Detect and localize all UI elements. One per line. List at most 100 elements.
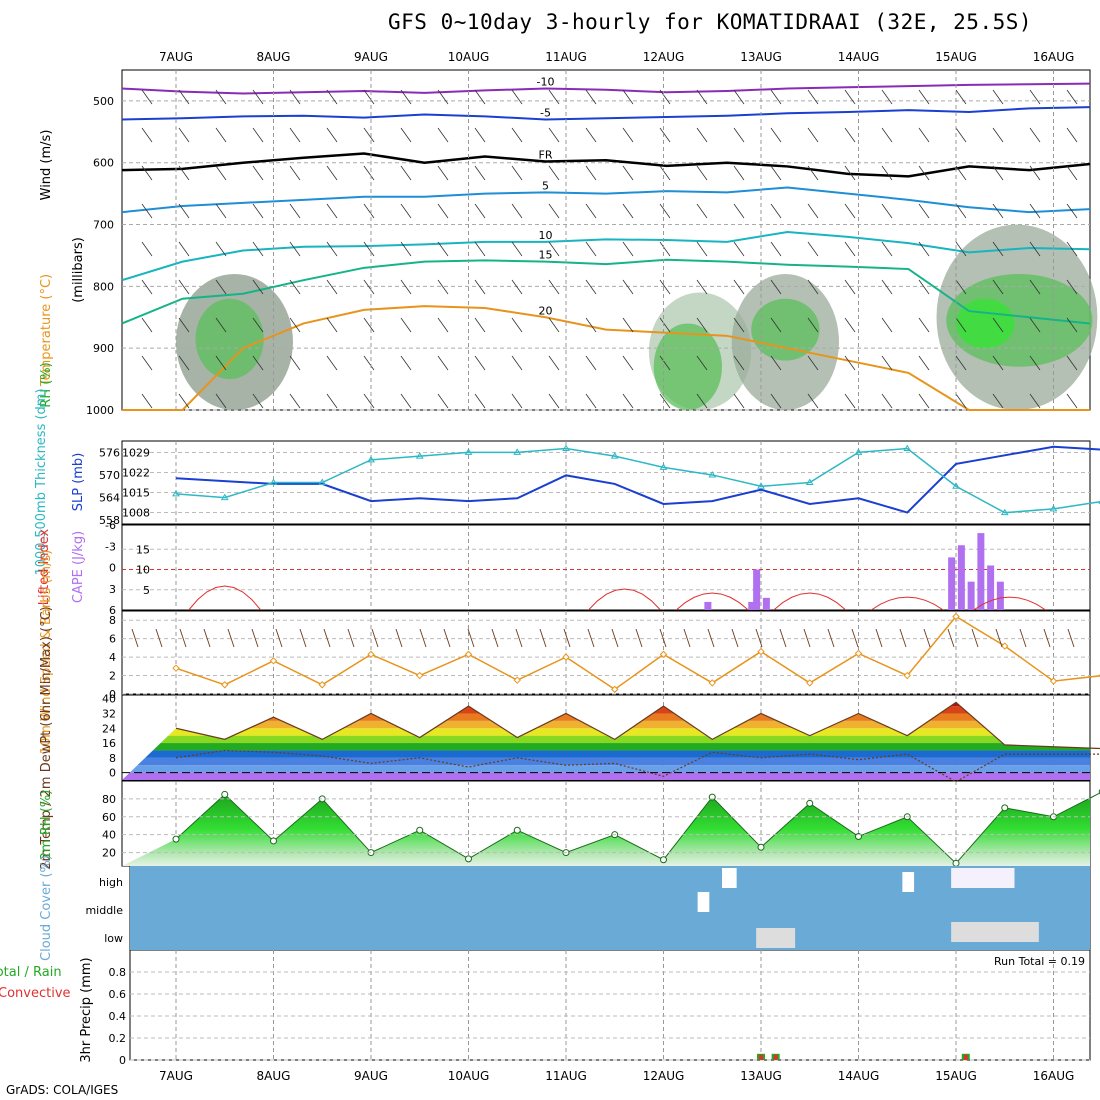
barb <box>1066 127 1078 143</box>
barb <box>178 355 190 371</box>
rh-shade-8 <box>956 298 1015 349</box>
barb <box>363 241 375 257</box>
barb <box>807 241 819 257</box>
wind-barb <box>443 628 451 648</box>
date-top-9aug: 9AUG <box>354 50 388 64</box>
barb <box>585 393 597 409</box>
barb <box>141 241 153 257</box>
barb <box>548 89 560 105</box>
cloud-block <box>951 868 1015 888</box>
cape-bar <box>748 601 756 610</box>
barb <box>511 165 523 181</box>
barb <box>548 355 560 371</box>
barb <box>955 317 967 333</box>
date-bottom-15aug: 15AUG <box>935 1069 977 1083</box>
barb <box>992 127 1004 143</box>
barb <box>955 203 967 219</box>
wind-barb <box>275 628 283 648</box>
rh-point <box>513 826 521 834</box>
date-top-13aug: 13AUG <box>740 50 782 64</box>
barb <box>474 165 486 181</box>
barb <box>696 89 708 105</box>
barb <box>326 317 338 333</box>
barb <box>252 241 264 257</box>
cloud-block <box>697 892 710 912</box>
wind-point <box>708 679 716 687</box>
rh-point <box>952 859 960 867</box>
barb <box>437 241 449 257</box>
barb <box>1029 241 1041 257</box>
barb <box>1066 317 1078 333</box>
wind-point <box>464 650 473 659</box>
barb <box>326 393 338 409</box>
barb <box>215 393 227 409</box>
barb <box>1066 355 1078 371</box>
wind-point <box>269 657 278 665</box>
wind-barb <box>659 628 667 648</box>
barb <box>807 89 819 105</box>
barb <box>141 89 153 105</box>
barb <box>696 203 708 219</box>
barb <box>215 127 227 143</box>
barb <box>289 393 301 409</box>
wind-point <box>952 612 960 621</box>
temp-contour--10 <box>121 82 1091 95</box>
barb <box>881 127 893 143</box>
temp-bands <box>122 702 1090 780</box>
date-bottom-14aug: 14AUG <box>838 1069 880 1083</box>
barb <box>400 317 412 333</box>
barb <box>696 393 708 409</box>
temp-band <box>122 735 1090 744</box>
barb <box>733 165 745 181</box>
wind-barb <box>347 628 355 648</box>
wind-barb <box>1067 628 1075 648</box>
barb <box>178 279 190 295</box>
barb <box>400 127 412 143</box>
wind-barb <box>755 628 763 648</box>
barb <box>659 241 671 257</box>
slp-tick-1029: 1029 <box>122 446 150 459</box>
barb <box>1066 393 1078 409</box>
barb <box>918 355 930 371</box>
barb <box>733 203 745 219</box>
barb <box>807 203 819 219</box>
barb <box>844 279 856 295</box>
wind-barb <box>515 628 523 648</box>
thickness-point <box>172 489 180 497</box>
barb <box>178 165 190 181</box>
barb <box>215 89 227 105</box>
rh-point <box>270 837 277 845</box>
barb <box>363 355 375 371</box>
barb <box>363 127 375 143</box>
barb <box>437 89 449 105</box>
temp-band <box>122 750 1090 758</box>
barb <box>844 393 856 409</box>
barb <box>770 279 782 295</box>
temp-band <box>122 772 1090 780</box>
precip-legend-total: Total / Rain <box>0 965 62 980</box>
barb <box>622 317 634 333</box>
temp-band <box>122 765 1090 773</box>
barb <box>400 203 412 219</box>
barb <box>1029 393 1041 409</box>
slp-panel <box>121 440 1091 525</box>
temp-contour-FR <box>121 152 1091 178</box>
barb <box>326 165 338 181</box>
cloud-label: Cloud Cover (%) <box>39 855 54 961</box>
precip-label: 3hr Precip (mm) <box>79 957 94 1062</box>
cape-bar <box>762 597 770 610</box>
barb <box>215 241 227 257</box>
barb <box>918 165 930 181</box>
thickness-point <box>659 463 668 470</box>
barb <box>400 165 412 181</box>
barb <box>696 317 708 333</box>
barb <box>807 127 819 143</box>
barb <box>141 279 153 295</box>
barb <box>844 355 856 371</box>
barb <box>474 393 486 409</box>
date-top-7aug: 7AUG <box>159 50 193 64</box>
slp-label: SLP (mb) <box>71 453 86 512</box>
precip-conv-bar <box>963 1054 968 1060</box>
temp-band <box>122 702 1090 707</box>
rh-shade-1 <box>195 298 264 380</box>
